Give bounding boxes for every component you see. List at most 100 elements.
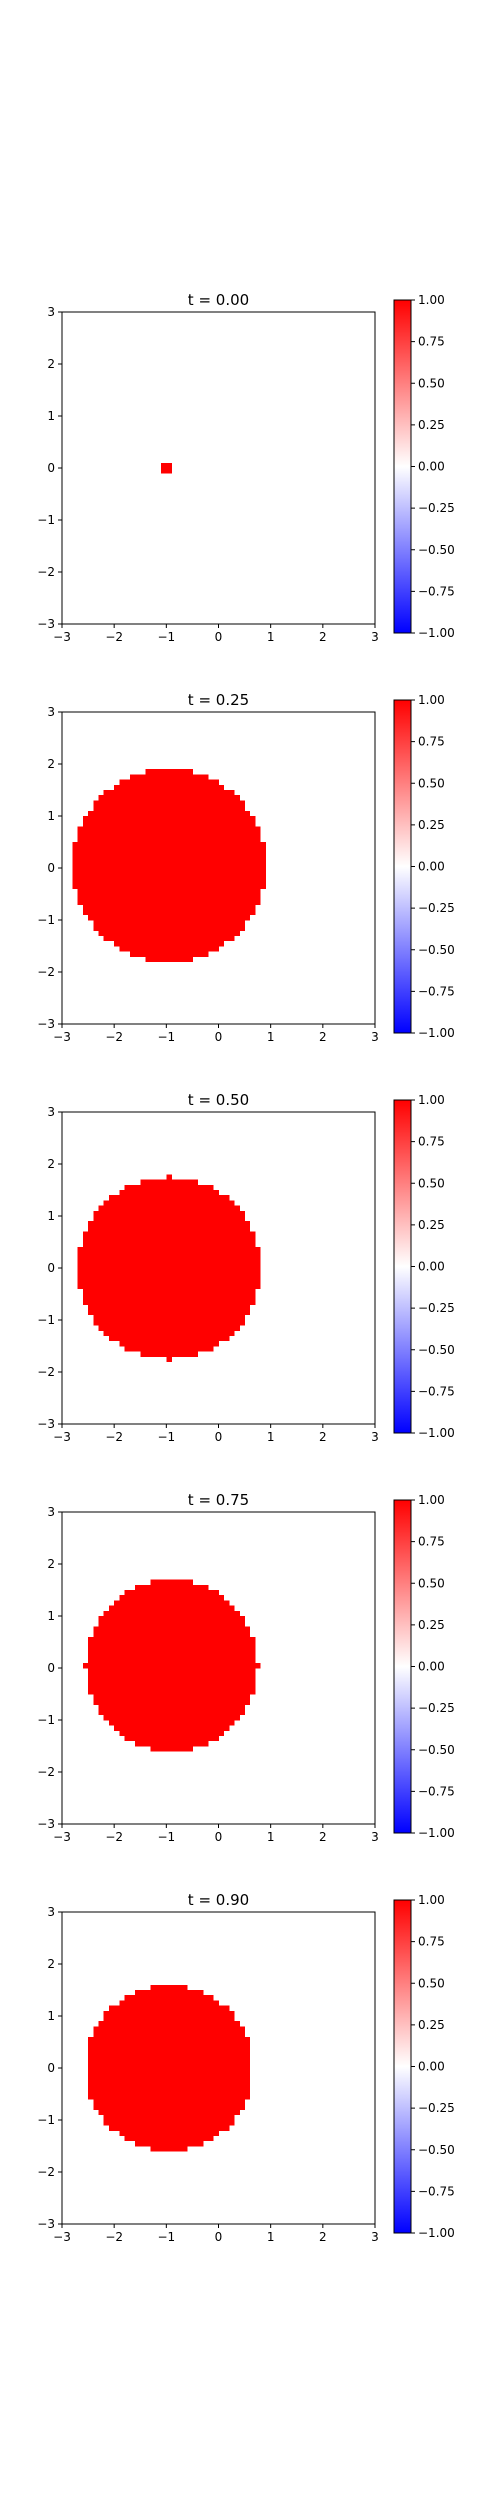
heatmap-cell-run bbox=[93, 925, 245, 931]
heatmap-cell-run bbox=[151, 1746, 193, 1752]
colorbar-tick-label: 0.75 bbox=[418, 735, 445, 749]
heatmap-cell-run bbox=[78, 837, 261, 843]
heatmap-cell-run bbox=[93, 1699, 250, 1705]
heatmap-cell-run bbox=[78, 1278, 261, 1284]
x-tick-label: −2 bbox=[105, 1030, 123, 1044]
colorbar-tick-label: −1.00 bbox=[418, 2226, 455, 2240]
y-tick-label: −3 bbox=[37, 2217, 55, 2231]
heatmap-cell-run bbox=[88, 2037, 250, 2043]
heatmap-cell-run bbox=[93, 806, 245, 812]
y-tick-label: 0 bbox=[47, 461, 55, 475]
y-tick-label: −2 bbox=[37, 1365, 55, 1379]
y-tick-label: −2 bbox=[37, 565, 55, 579]
heatmap-cell-run bbox=[78, 1268, 261, 1274]
y-tick-label: 1 bbox=[47, 2009, 55, 2023]
colorbar-tick-label: −0.25 bbox=[418, 1701, 455, 1715]
heatmap-cell-run bbox=[88, 2094, 250, 2100]
colorbar-tick-label: 1.00 bbox=[418, 1893, 445, 1907]
heatmap-region bbox=[161, 463, 172, 474]
heatmap-cell-run bbox=[88, 2068, 250, 2074]
heatmap-cell-run bbox=[78, 1252, 261, 1258]
heatmap-cell-run bbox=[93, 2026, 245, 2032]
heatmap-cell-run bbox=[83, 1232, 256, 1238]
heatmap-cell-run bbox=[145, 956, 192, 962]
y-tick-label: −2 bbox=[37, 1765, 55, 1779]
colorbar bbox=[394, 300, 411, 633]
x-tick-label: 1 bbox=[267, 1830, 275, 1844]
heatmap-cell-run bbox=[72, 847, 265, 853]
heatmap-cell-run bbox=[104, 2011, 235, 2017]
x-tick-label: 3 bbox=[371, 630, 379, 644]
heatmap-cell-run bbox=[93, 2032, 245, 2038]
x-tick-label: −3 bbox=[53, 630, 71, 644]
colorbar-tick-label: 0.50 bbox=[418, 776, 445, 790]
heatmap-cell-run bbox=[125, 1346, 214, 1352]
heatmap-cell-run bbox=[78, 1258, 261, 1264]
colorbar-tick-label: 0.50 bbox=[418, 1576, 445, 1590]
colorbar-tick-label: 0.50 bbox=[418, 1976, 445, 1990]
subplot-title: t = 0.75 bbox=[188, 1491, 249, 1509]
heatmap-cell-run bbox=[83, 1289, 256, 1295]
heatmap-cell-run bbox=[72, 863, 265, 869]
subplot-2: −3 −2 −1 0 1 2 3 −3 −2 −1 0 1 2 3 t = 0.50 1.00 0.75 0.50… bbox=[37, 1091, 454, 1444]
colorbar-tick-label: −0.25 bbox=[418, 2101, 455, 2115]
heatmap-cell-run bbox=[88, 1689, 255, 1695]
y-tick-label: 3 bbox=[47, 305, 55, 319]
heatmap-cell-run bbox=[151, 1985, 188, 1991]
colorbar-tick-label: 0.50 bbox=[418, 376, 445, 390]
x-tick-label: −3 bbox=[53, 1430, 71, 1444]
heatmap-cell-run bbox=[135, 1990, 203, 1996]
colorbar-tick-label: 0.00 bbox=[418, 2060, 445, 2074]
heatmap-cell-run bbox=[104, 790, 235, 796]
heatmap-cell-run bbox=[104, 2016, 235, 2022]
heatmap-cell-run bbox=[93, 1694, 250, 1700]
colorbar-tick-label: −1.00 bbox=[418, 626, 455, 640]
colorbar-tick-label: 0.25 bbox=[418, 2018, 445, 2032]
colorbar-tick-label: −0.50 bbox=[418, 2143, 455, 2157]
y-tick-label: 0 bbox=[47, 2061, 55, 2075]
heatmap-cell-run bbox=[78, 894, 261, 900]
plot-area bbox=[62, 312, 375, 624]
heatmap-cell-run bbox=[140, 1180, 198, 1186]
heatmap-cell-run bbox=[125, 1590, 219, 1596]
heatmap-cell-run bbox=[78, 1273, 261, 1279]
y-tick-label: 2 bbox=[47, 757, 55, 771]
heatmap-cell-run bbox=[88, 1668, 255, 1674]
heatmap-cell-run bbox=[88, 1304, 250, 1310]
x-tick-label: 2 bbox=[319, 1830, 327, 1844]
heatmap-cell-run bbox=[109, 2006, 229, 2012]
x-tick-label: 1 bbox=[267, 630, 275, 644]
subplot-title: t = 0.25 bbox=[188, 691, 249, 709]
y-tick-label: 0 bbox=[47, 1261, 55, 1275]
y-tick-label: −1 bbox=[37, 913, 55, 927]
x-tick-label: 3 bbox=[371, 1030, 379, 1044]
heatmap-cell-run bbox=[88, 2042, 250, 2048]
colorbar-tick-label: 0.00 bbox=[418, 860, 445, 874]
x-tick-label: 2 bbox=[319, 1030, 327, 1044]
heatmap-cell-run bbox=[119, 1730, 224, 1736]
colorbar-tick-label: 1.00 bbox=[418, 693, 445, 707]
y-tick-label: −1 bbox=[37, 513, 55, 527]
heatmap-cell-run bbox=[78, 1284, 261, 1290]
colorbar-tick-label: 0.75 bbox=[418, 335, 445, 349]
x-tick-label: 0 bbox=[215, 2230, 223, 2244]
x-tick-label: −1 bbox=[157, 1830, 175, 1844]
x-tick-label: 1 bbox=[267, 2230, 275, 2244]
y-tick-label: 3 bbox=[47, 1505, 55, 1519]
heatmap-cell-run bbox=[109, 2125, 229, 2131]
heatmap-cell-run bbox=[99, 1616, 245, 1622]
colorbar-tick-label: 0.75 bbox=[418, 1935, 445, 1949]
heatmap-cell-run bbox=[145, 769, 192, 775]
heatmap-cell-run bbox=[104, 1330, 235, 1336]
heatmap-cell-run bbox=[72, 878, 265, 884]
heatmap-cell-run bbox=[88, 1658, 255, 1664]
colorbar-tick-label: −1.00 bbox=[418, 1826, 455, 1840]
colorbar-tick-label: −1.00 bbox=[418, 1426, 455, 1440]
heatmap-cell-run bbox=[83, 1663, 261, 1669]
y-tick-label: −2 bbox=[37, 2165, 55, 2179]
heatmap-cell-run bbox=[99, 795, 240, 801]
heatmap-cell-run bbox=[88, 915, 250, 921]
subplot-0: −3 −2 −1 0 1 2 3 −3 −2 −1 0 1 2 3 t = 0.00 1.00 0.75 0.50… bbox=[37, 291, 454, 644]
y-tick-label: −3 bbox=[37, 1817, 55, 1831]
heatmap-cell-run bbox=[72, 842, 265, 848]
